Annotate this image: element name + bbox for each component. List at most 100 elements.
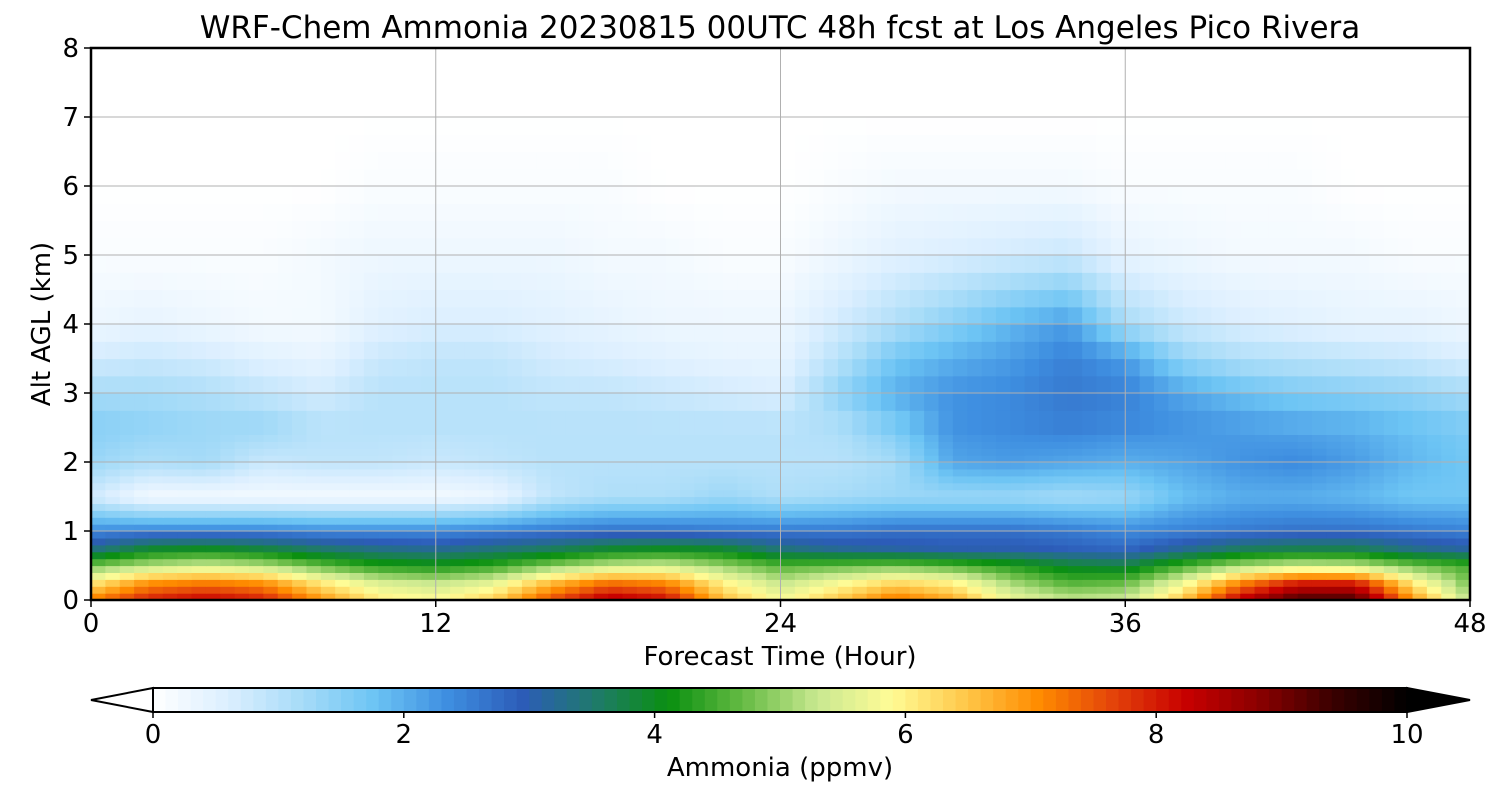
heatmap-cell	[234, 134, 250, 153]
heatmap-cell	[723, 358, 738, 377]
heatmap-cell	[1067, 572, 1083, 580]
heatmap-cell	[766, 410, 782, 435]
heatmap-cell	[967, 168, 983, 187]
heatmap-cell	[636, 455, 652, 463]
heatmap-cell	[1268, 99, 1284, 118]
heatmap-cell	[349, 393, 365, 411]
heatmap-cell	[1383, 544, 1399, 553]
heatmap-cell	[1197, 593, 1213, 601]
heatmap-cell	[378, 306, 394, 325]
heatmap-cell	[177, 496, 193, 504]
heatmap-cell	[1398, 289, 1414, 308]
heatmap-cell	[550, 393, 566, 411]
heatmap-cell	[751, 393, 767, 411]
heatmap-cell	[1412, 186, 1428, 204]
heatmap-cell	[780, 272, 796, 291]
heatmap-cell	[1010, 489, 1026, 498]
heatmap-cell	[1426, 272, 1442, 291]
colorbar-swatch	[717, 688, 731, 712]
heatmap-cell	[565, 524, 580, 532]
heatmap-cell	[1110, 468, 1126, 477]
heatmap-cell	[579, 99, 595, 118]
heatmap-cell	[464, 341, 480, 360]
heatmap-cell	[852, 393, 868, 411]
heatmap-cell	[1082, 151, 1098, 170]
heatmap-cell	[1254, 220, 1270, 239]
heatmap-cell	[1398, 203, 1414, 222]
heatmap-cell	[593, 324, 609, 342]
heatmap-cell	[938, 579, 954, 587]
colorbar-swatch	[479, 688, 493, 712]
heatmap-cell	[679, 565, 695, 573]
heatmap-cell	[450, 375, 466, 394]
heatmap-cell	[924, 441, 940, 449]
heatmap-cell	[1311, 410, 1327, 435]
heatmap-cell	[1297, 524, 1313, 532]
heatmap-cell	[1082, 531, 1098, 539]
heatmap-cell	[1125, 220, 1141, 239]
heatmap-cell	[1182, 272, 1198, 291]
heatmap-cell	[191, 393, 207, 411]
heatmap-cell	[119, 65, 135, 84]
heatmap-cell	[1412, 496, 1428, 504]
heatmap-cell	[995, 255, 1011, 273]
heatmap-cell	[478, 448, 494, 456]
heatmap-cell	[1426, 462, 1442, 470]
heatmap-cell	[766, 524, 782, 532]
heatmap-cell	[191, 586, 207, 594]
heatmap-cell	[1053, 503, 1069, 511]
heatmap-cell	[249, 306, 264, 325]
heatmap-cell	[335, 468, 351, 477]
heatmap-cell	[1053, 489, 1069, 498]
heatmap-cell	[1240, 551, 1256, 560]
heatmap-cell	[837, 475, 853, 484]
heatmap-cell	[1110, 544, 1126, 553]
heatmap-cell	[636, 324, 652, 342]
heatmap-cell	[909, 237, 925, 256]
heatmap-cell	[1426, 117, 1442, 135]
heatmap-cell	[708, 99, 724, 118]
heatmap-cell	[1398, 551, 1414, 560]
heatmap-cell	[909, 475, 925, 484]
heatmap-cell	[895, 434, 911, 442]
heatmap-cell	[1412, 117, 1428, 135]
heatmap-cell	[1383, 517, 1399, 525]
colorbar-swatch	[215, 688, 229, 712]
heatmap-cell	[277, 503, 293, 511]
heatmap-cell	[967, 586, 983, 594]
heatmap-cell	[306, 468, 322, 477]
heatmap-cell	[809, 593, 825, 601]
heatmap-cell	[177, 551, 193, 560]
heatmap-cell	[608, 272, 624, 291]
heatmap-cell	[1383, 393, 1399, 411]
heatmap-cell	[1039, 99, 1055, 118]
heatmap-cell	[837, 517, 853, 525]
heatmap-cell	[1139, 551, 1155, 560]
heatmap-cell	[1139, 441, 1155, 449]
heatmap-cell	[665, 341, 681, 360]
heatmap-cell	[378, 475, 394, 484]
heatmap-cell	[306, 99, 322, 118]
heatmap-cell	[679, 462, 695, 470]
heatmap-cell	[292, 572, 308, 580]
heatmap-cell	[1240, 324, 1256, 342]
heatmap-cell	[823, 134, 839, 153]
heatmap-cell	[924, 134, 940, 153]
heatmap-cell	[737, 289, 753, 308]
heatmap-cell	[809, 341, 825, 360]
heatmap-cell	[450, 551, 466, 560]
heatmap-cell	[191, 341, 207, 360]
heatmap-cell	[852, 586, 868, 594]
heatmap-cell	[493, 220, 509, 239]
heatmap-cell	[407, 496, 422, 504]
heatmap-cell	[751, 151, 767, 170]
heatmap-cell	[1139, 168, 1155, 187]
heatmap-cell	[1297, 168, 1313, 187]
heatmap-cell	[766, 572, 782, 580]
heatmap-cell	[608, 393, 624, 411]
heatmap-cell	[1398, 468, 1414, 477]
heatmap-cell	[1240, 462, 1256, 470]
heatmap-cell	[550, 186, 566, 204]
heatmap-cell	[306, 503, 322, 511]
heatmap-cell	[421, 510, 437, 518]
